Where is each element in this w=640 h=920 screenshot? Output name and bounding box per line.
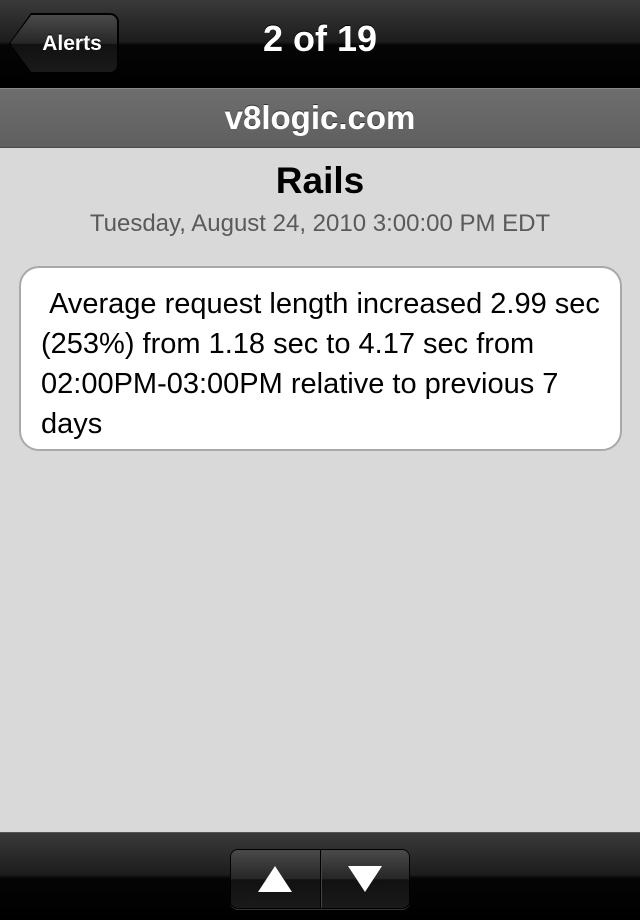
alert-title: Rails: [275, 160, 365, 201]
alert-navigation-control: [230, 849, 410, 909]
up-arrow-icon: [258, 866, 293, 892]
host-name: v8logic.com: [224, 99, 416, 136]
alert-date: Tuesday, August 24, 2010 3:00:00 PM EDT: [89, 210, 551, 237]
previous-alert-button[interactable]: [231, 850, 320, 908]
alert-message-box: Average request length increased 2.99 se…: [19, 266, 622, 451]
next-alert-button[interactable]: [319, 850, 409, 908]
back-button-label: Alerts: [42, 31, 102, 55]
alert-position-title: 2 of 19: [262, 18, 378, 59]
host-header: v8logic.com: [0, 88, 640, 148]
alert-message: Average request length increased 2.99 se…: [41, 288, 608, 440]
back-button[interactable]: Alerts: [10, 14, 118, 73]
bottom-toolbar: [0, 832, 640, 920]
down-arrow-icon: [347, 866, 382, 892]
navigation-bar: Alerts 2 of 19: [0, 0, 640, 88]
